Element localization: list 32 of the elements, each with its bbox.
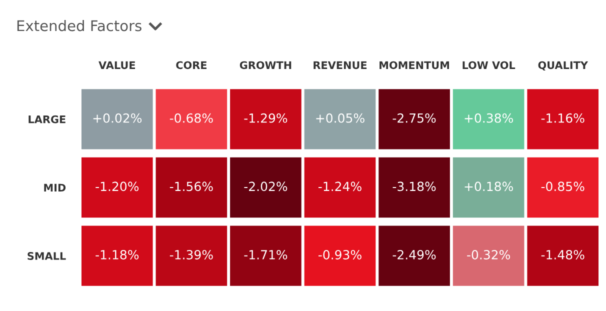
- data-label: -0.32%: [467, 250, 510, 260]
- data-label: -0.85%: [541, 182, 584, 192]
- x-tick-label: LOW VOL: [462, 61, 516, 70]
- data-label: -2.49%: [392, 250, 436, 260]
- data-label: -0.68%: [170, 113, 213, 123]
- data-label: +0.18%: [464, 182, 513, 192]
- x-tick-label: GROWTH: [240, 61, 292, 70]
- x-tick-label: MOMENTUM: [380, 61, 449, 70]
- y-tick-label: LARGE: [28, 115, 66, 124]
- data-label: -1.24%: [318, 182, 362, 192]
- data-label: -1.48%: [541, 250, 584, 260]
- data-label: -1.71%: [244, 250, 288, 260]
- data-label: -0.93%: [318, 250, 362, 260]
- data-label: +0.38%: [464, 113, 513, 123]
- chart-title: Extended Factors: [17, 20, 142, 32]
- x-tick-label: VALUE: [98, 61, 136, 70]
- data-label: -1.39%: [170, 250, 213, 260]
- data-label: -2.75%: [392, 113, 436, 123]
- data-label: -3.18%: [392, 182, 436, 192]
- data-label: -1.29%: [244, 113, 288, 123]
- data-label: -2.02%: [244, 182, 288, 192]
- x-tick-label: QUALITY: [538, 61, 588, 70]
- y-tick-label: MID: [44, 184, 66, 192]
- data-label: +0.05%: [316, 113, 364, 123]
- data-label: -1.18%: [96, 250, 139, 260]
- data-label: -1.16%: [541, 113, 584, 123]
- data-label: -1.56%: [170, 182, 213, 192]
- x-tick-label: REVENUE: [314, 61, 367, 70]
- x-tick-label: CORE: [176, 61, 206, 70]
- data-label: +0.02%: [93, 113, 142, 123]
- y-tick-label: SMALL: [28, 252, 66, 260]
- data-label: -1.20%: [96, 182, 139, 192]
